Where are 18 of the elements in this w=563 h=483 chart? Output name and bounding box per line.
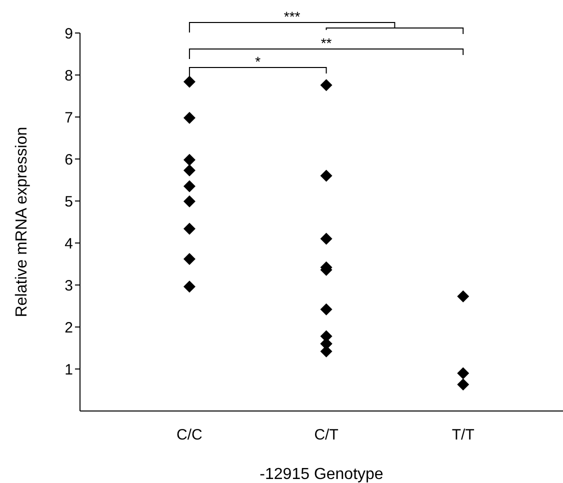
annotation: * — [255, 53, 262, 70]
y-tick-label: 4 — [64, 235, 73, 252]
x-tick-label: C/C — [176, 426, 203, 444]
significance-bracket: * — [188, 53, 327, 78]
annotation: ** — [320, 34, 332, 51]
x-tick-label: T/T — [452, 426, 474, 444]
significance-bracket: *** — [188, 8, 464, 34]
y-tick-label: 3 — [64, 277, 73, 294]
y-tick-label: 2 — [64, 319, 73, 336]
x-tick-label: C/T — [314, 426, 338, 444]
y-tick-label: 6 — [64, 151, 73, 168]
x-axis-title: -12915 Genotype — [260, 466, 384, 483]
y-axis-title: Relative mRNA expression — [14, 126, 30, 318]
y-tick-label: 8 — [64, 67, 73, 84]
y-tick-label: 9 — [64, 25, 73, 42]
y-tick-label: 7 — [64, 109, 73, 126]
y-tick-label: 5 — [64, 193, 73, 210]
y-tick-label: 1 — [64, 361, 73, 378]
